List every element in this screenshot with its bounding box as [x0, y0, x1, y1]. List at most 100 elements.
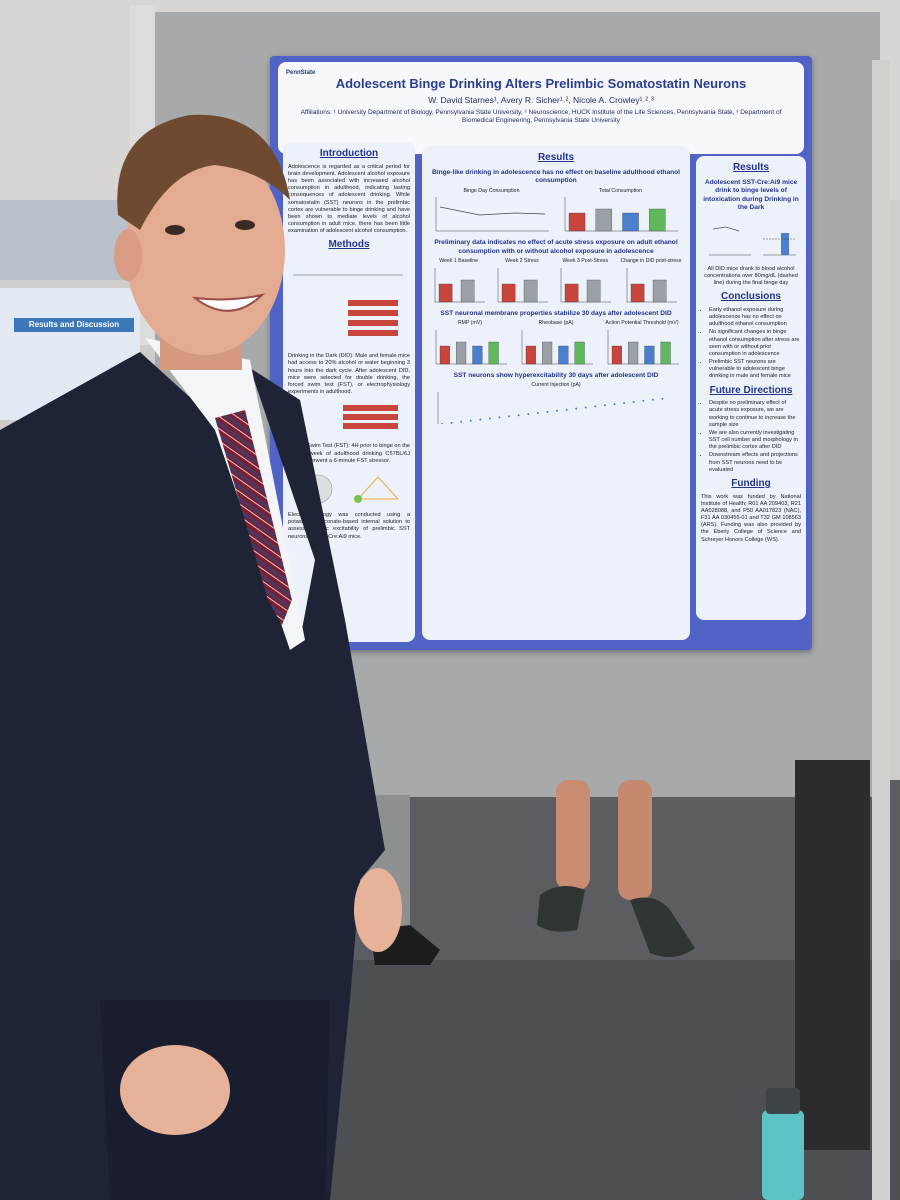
bullet: Prelimbic SST neurons are vulnerable to … [709, 359, 801, 380]
section-heading: Results [537, 152, 575, 163]
bar [525, 345, 536, 365]
result-subtitle: SST neuronal membrane properties stabili… [440, 309, 672, 317]
panel-label: Rheobase (pA) [538, 320, 574, 327]
marker [613, 403, 616, 406]
marker [575, 407, 578, 410]
panel-label: Change in DID post-stress [620, 258, 682, 265]
panel-graphic [437, 392, 664, 425]
authors: W. David Starnes¹, Avery R. Sicher¹˒², N… [428, 95, 654, 105]
bar [627, 341, 638, 365]
bec-chart [709, 226, 796, 255]
result-subtitle: Preliminary data indicates no effect of … [434, 239, 678, 255]
neighbor-poster: Results and Discussion [0, 288, 140, 420]
marker [517, 414, 520, 417]
marker [584, 406, 587, 409]
leg [556, 780, 590, 890]
panel-label: Action Potential Threshold (mV) [605, 320, 679, 327]
right-column: Results Adolescent SST-Cre:Ai9 mice drin… [696, 156, 806, 620]
chart-panel: Week 3 Post-Stress [557, 258, 613, 306]
shoe [537, 886, 585, 932]
bullet: Despite no preliminary effect of acute s… [709, 400, 801, 429]
marker [651, 398, 654, 401]
bar [541, 341, 552, 365]
bar [438, 283, 452, 303]
bar [439, 345, 450, 365]
marker [498, 416, 501, 419]
bar [557, 345, 568, 365]
neighbor-heading: Results and Discussion [14, 318, 134, 332]
chart-panel: RMP (mV) [432, 320, 509, 368]
chart-panel: Change in DID post-stress [620, 258, 681, 306]
chart-row: Binge Day Consumption Total Consumption [427, 188, 685, 236]
panel-graphic [560, 267, 612, 303]
bullet-list: Early ethanol exposure during adolescenc… [701, 307, 801, 381]
chart-panel: Total Consumption [561, 188, 680, 236]
chart-panel: Binge Day Consumption [432, 188, 551, 236]
panel-label: Current Injection (pA) [531, 382, 581, 389]
visitor-pants [360, 795, 410, 935]
panel-graphic [564, 197, 678, 232]
marker [460, 420, 463, 423]
bar [523, 279, 538, 303]
methods-diagram [303, 474, 400, 504]
panel-graphic [521, 329, 593, 365]
poster-header: PennState Adolescent Binge Drinking Alte… [278, 62, 804, 154]
panel-graphic [435, 329, 507, 365]
result-subtitle: Adolescent SST-Cre:Ai9 mice drink to bin… [703, 178, 799, 212]
marker [450, 421, 453, 424]
panel-label: Total Consumption [599, 187, 642, 194]
bar [595, 209, 612, 232]
methods-diagram [343, 405, 398, 430]
bar [574, 341, 585, 365]
bar [460, 279, 474, 303]
bar [622, 213, 639, 232]
panel-label: Binge Day Consumption [463, 187, 520, 194]
bar [652, 279, 667, 303]
left-column: Introduction Adolescence is regarded as … [283, 142, 415, 642]
chart-row: RMP (mV) Rheobase (pA) Action Potential Th… [427, 320, 685, 368]
methods-text: Forced Swim Test (FST): 4H prior to bing… [288, 443, 410, 464]
board-pole [872, 60, 890, 1200]
poster-title: Adolescent Binge Drinking Alters Prelimb… [335, 76, 747, 91]
marker [469, 419, 472, 422]
methods-text: Electrophysiology was conducted using a … [288, 512, 410, 540]
panel-label: RMP (mV) [457, 320, 483, 327]
chart-panel: Action Potential Threshold (mV) [604, 320, 681, 368]
section-heading: Introduction [319, 148, 379, 159]
intro-text: Adolescence is regarded as a critical pe… [288, 163, 410, 235]
marker [479, 418, 482, 421]
bar [643, 345, 654, 365]
bullet-list: Despite no preliminary effect of acute s… [701, 400, 801, 474]
bar [568, 213, 586, 232]
bar [565, 283, 579, 303]
marker [508, 415, 511, 418]
figure-caption: All DID mice drank to blood alcohol conc… [704, 265, 798, 287]
result-subtitle: Binge-like drinking in adolescence has n… [431, 168, 681, 185]
section-heading: Funding [731, 477, 771, 489]
chart-panel: Current Injection (pA) [434, 382, 678, 425]
methods-text: Drinking in the Dark (DID): Male and fem… [288, 353, 410, 396]
water-bottle [762, 1110, 804, 1200]
panel-graphic [434, 267, 485, 303]
chart-panel: Week 2 Stress [494, 258, 550, 306]
leg [618, 780, 652, 900]
section-heading: Results [732, 162, 770, 173]
marker [623, 402, 626, 405]
panel-graphic [435, 197, 549, 232]
bullet: No significant changes in binge ethanol … [709, 329, 801, 358]
marker [441, 423, 443, 425]
bottle-cap [766, 1088, 800, 1114]
bar [501, 283, 516, 303]
visitor-coat [795, 760, 870, 1150]
logo: PennState [286, 70, 316, 76]
panel-label: Week 2 Stress [505, 258, 539, 265]
chart-row: Week 1 Baseline Week 2 Stress Week 3 Post-… [427, 258, 685, 306]
bar [455, 341, 466, 365]
poster: PennState Adolescent Binge Drinking Alte… [270, 56, 812, 650]
marker [632, 401, 635, 404]
panel-graphic [626, 267, 677, 303]
bullet: Downstream effects and projections from … [709, 452, 801, 473]
window [0, 200, 130, 280]
marker [536, 412, 539, 415]
chart-panel: Week 1 Baseline [431, 258, 487, 306]
